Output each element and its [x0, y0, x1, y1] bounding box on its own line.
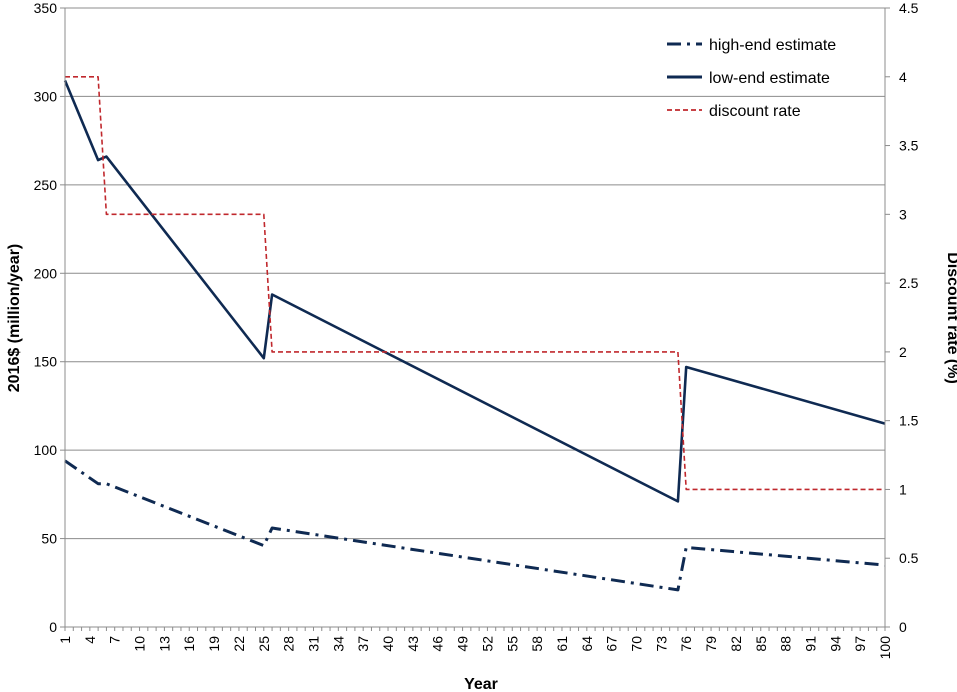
- x-tick-label: 31: [305, 636, 321, 652]
- x-tick-label: 82: [728, 636, 744, 652]
- legend-label-low-end: low-end estimate: [709, 70, 830, 87]
- left-y-tick-label: 50: [41, 531, 57, 547]
- right-y-tick-label: 0.5: [899, 550, 919, 566]
- left-y-tick-label: 0: [49, 619, 57, 635]
- right-y-tick-label: 1.5: [899, 413, 919, 429]
- x-tick-label: 94: [827, 636, 843, 652]
- legend: high-end estimate low-end estimate disco…: [667, 37, 836, 120]
- x-tick-label: 10: [132, 636, 148, 652]
- tick-labels: 0 50 100 150 200 250 300 350 0 0.5 1 1.5 2 2.5 3 3.5 4 4.…: [34, 0, 919, 659]
- x-tick-label: 16: [181, 636, 197, 652]
- x-tick-label: 73: [653, 636, 669, 652]
- x-tick-label: 1: [57, 636, 73, 644]
- right-y-tick-label: 2: [899, 344, 907, 360]
- left-y-tick-label: 350: [34, 0, 58, 16]
- x-tick-label: 91: [802, 636, 818, 652]
- x-tick-label: 13: [156, 636, 172, 652]
- right-y-axis-title: Discount rate (%): [944, 252, 957, 384]
- x-tick-label: 55: [504, 636, 520, 652]
- x-tick-label: 49: [455, 636, 471, 652]
- right-y-tick-label: 3.5: [899, 138, 919, 154]
- x-tick-label: 97: [852, 636, 868, 652]
- series-layer: [63, 76, 886, 592]
- x-tick-label: 64: [579, 636, 595, 652]
- x-tick-label: 4: [82, 636, 98, 644]
- axes: [60, 7, 890, 631]
- right-y-tick-label: 1: [899, 481, 907, 497]
- x-tick-label: 22: [231, 636, 247, 652]
- x-tick-label: 7: [107, 636, 123, 644]
- left-y-axis-title: 2016$ (million/year): [6, 244, 23, 393]
- right-y-tick-label: 4: [899, 69, 907, 85]
- x-tick-label: 34: [330, 636, 346, 652]
- left-y-tick-label: 200: [34, 265, 58, 281]
- x-tick-label: 76: [678, 636, 694, 652]
- legend-label-discount-rate: discount rate: [709, 103, 801, 120]
- x-tick-label: 46: [430, 636, 446, 652]
- x-tick-label: 28: [281, 636, 297, 652]
- x-tick-label: 37: [355, 636, 371, 652]
- gridlines: [65, 7, 885, 540]
- left-y-tick-label: 100: [34, 442, 58, 458]
- right-y-tick-label: 4.5: [899, 0, 919, 16]
- right-y-tick-label: 3: [899, 206, 907, 222]
- x-tick-label: 61: [554, 636, 570, 652]
- series-line-high-end-estimate: [64, 459, 886, 592]
- x-tick-label: 79: [703, 636, 719, 652]
- x-tick-label: 43: [405, 636, 421, 652]
- right-y-tick-label: 2.5: [899, 275, 919, 291]
- left-y-tick-label: 150: [34, 354, 58, 370]
- x-tick-label: 40: [380, 636, 396, 652]
- legend-label-high-end: high-end estimate: [709, 37, 836, 54]
- series-line-discount-rate: [65, 76, 885, 491]
- x-tick-label: 85: [753, 636, 769, 652]
- x-tick-label: 52: [479, 636, 495, 652]
- x-axis-title: Year: [464, 676, 498, 692]
- series-line-low-end-estimate: [63, 80, 886, 503]
- x-tick-label: 88: [778, 636, 794, 652]
- x-tick-label: 67: [604, 636, 620, 652]
- left-y-tick-label: 250: [34, 177, 58, 193]
- x-tick-label: 58: [529, 636, 545, 652]
- x-tick-label: 25: [256, 636, 272, 652]
- left-y-tick-label: 300: [34, 88, 58, 104]
- x-tick-label: 70: [629, 636, 645, 652]
- x-tick-label: 100: [877, 636, 893, 660]
- right-y-tick-label: 0: [899, 619, 907, 635]
- x-tick-label: 19: [206, 636, 222, 652]
